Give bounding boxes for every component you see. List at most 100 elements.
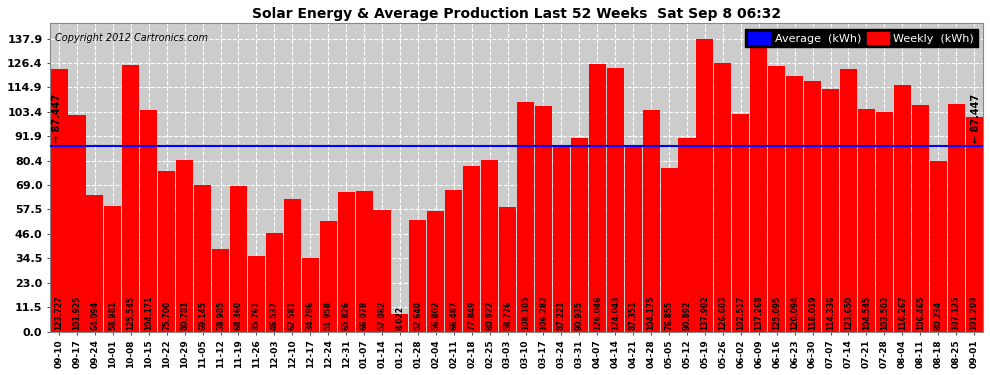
Text: 102.517: 102.517	[737, 296, 745, 330]
Bar	[104, 206, 122, 332]
Bar	[302, 258, 319, 332]
Text: 116.267: 116.267	[898, 296, 907, 330]
Bar	[804, 81, 821, 332]
Text: 125.545: 125.545	[127, 297, 136, 330]
Text: 80.922: 80.922	[485, 301, 494, 330]
Text: 58.776: 58.776	[503, 301, 512, 330]
Text: 68.360: 68.360	[234, 301, 243, 330]
Bar	[947, 104, 964, 332]
Bar	[607, 68, 624, 332]
Bar	[176, 160, 193, 332]
Text: 66.487: 66.487	[449, 301, 458, 330]
Text: 106.282: 106.282	[539, 296, 548, 330]
Text: 58.981: 58.981	[108, 301, 118, 330]
Bar	[86, 195, 104, 332]
Text: 80.234: 80.234	[934, 301, 942, 330]
Text: 66.078: 66.078	[359, 301, 368, 330]
Text: 77.849: 77.849	[467, 301, 476, 330]
Text: 35.761: 35.761	[251, 302, 261, 330]
Bar	[858, 110, 875, 332]
Bar	[428, 211, 445, 332]
Bar	[141, 110, 157, 332]
Bar	[768, 66, 785, 332]
Text: 87.221: 87.221	[557, 301, 566, 330]
Text: 65.826: 65.826	[342, 302, 350, 330]
Text: 101.209: 101.209	[969, 296, 978, 330]
Bar	[876, 112, 893, 332]
Text: ← 87.447: ← 87.447	[971, 93, 981, 142]
Bar	[499, 207, 516, 332]
Text: 64.094: 64.094	[90, 302, 99, 330]
Bar	[571, 138, 588, 332]
Bar	[894, 84, 911, 332]
Text: 103.503: 103.503	[880, 296, 889, 330]
Text: Copyright 2012 Cartronics.com: Copyright 2012 Cartronics.com	[54, 33, 208, 43]
Text: 137.902: 137.902	[701, 296, 710, 330]
Text: 123.650: 123.650	[844, 296, 853, 330]
Title: Solar Energy & Average Production Last 52 Weeks  Sat Sep 8 06:32: Solar Energy & Average Production Last 5…	[252, 7, 781, 21]
Text: 108.105: 108.105	[521, 296, 530, 330]
Bar	[410, 220, 427, 332]
Bar	[230, 186, 247, 332]
Text: 38.985: 38.985	[216, 301, 225, 330]
Bar	[660, 168, 677, 332]
Text: 124.043: 124.043	[611, 296, 620, 330]
Text: 34.796: 34.796	[306, 301, 315, 330]
Bar	[355, 191, 372, 332]
Text: 101.925: 101.925	[72, 296, 81, 330]
Text: 104.545: 104.545	[862, 296, 871, 330]
Text: 107.125: 107.125	[951, 296, 960, 330]
Text: 69.145: 69.145	[198, 302, 207, 330]
Bar	[284, 199, 301, 332]
Bar	[463, 166, 480, 332]
Bar	[750, 40, 767, 332]
Bar	[715, 63, 732, 332]
Bar	[786, 76, 803, 332]
Text: 137.268: 137.268	[754, 296, 763, 330]
Text: 46.537: 46.537	[270, 302, 279, 330]
Bar	[320, 221, 337, 332]
Bar	[912, 105, 929, 332]
Bar	[625, 146, 642, 332]
Text: 126.046: 126.046	[593, 296, 602, 330]
Bar	[123, 65, 140, 332]
Text: 62.581: 62.581	[288, 302, 297, 330]
Bar	[68, 115, 85, 332]
Bar	[212, 249, 229, 332]
Bar	[840, 69, 857, 332]
Bar	[733, 114, 749, 332]
Text: 123.727: 123.727	[54, 296, 63, 330]
Bar	[552, 146, 570, 332]
Bar	[248, 256, 265, 332]
Bar	[517, 102, 534, 332]
Text: 80.781: 80.781	[180, 301, 189, 330]
Text: 104.171: 104.171	[145, 296, 153, 330]
Bar	[446, 190, 462, 332]
Bar	[158, 171, 175, 332]
Text: 76.855: 76.855	[664, 302, 673, 330]
Legend: Average  (kWh), Weekly  (kWh): Average (kWh), Weekly (kWh)	[744, 29, 977, 47]
Text: 57.082: 57.082	[377, 301, 386, 330]
Text: 118.019: 118.019	[808, 296, 817, 330]
Bar	[589, 64, 606, 332]
Text: 52.640: 52.640	[414, 302, 423, 330]
Bar	[965, 117, 983, 332]
Bar	[391, 315, 409, 332]
Text: 114.336: 114.336	[826, 296, 835, 330]
Bar	[930, 161, 946, 332]
Text: 51.958: 51.958	[324, 302, 333, 330]
Text: 56.802: 56.802	[432, 302, 441, 330]
Text: 120.094: 120.094	[790, 296, 799, 330]
Bar	[266, 232, 283, 332]
Bar	[696, 39, 714, 332]
Bar	[373, 210, 390, 332]
Text: 90.892: 90.892	[682, 301, 692, 330]
Bar	[194, 184, 211, 332]
Bar	[643, 110, 659, 332]
Text: 126.603: 126.603	[719, 296, 728, 330]
Text: 104.175: 104.175	[646, 296, 655, 330]
Text: → 87.447: → 87.447	[51, 93, 62, 142]
Text: 125.095: 125.095	[772, 296, 781, 330]
Text: 106.465: 106.465	[916, 296, 925, 330]
Bar	[535, 106, 552, 332]
